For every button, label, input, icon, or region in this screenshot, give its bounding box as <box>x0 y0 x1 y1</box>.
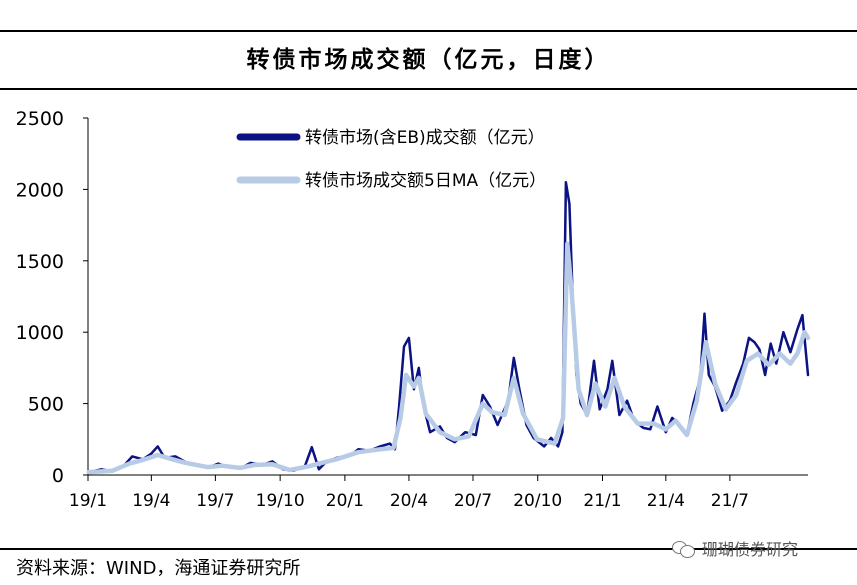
x-tick-label: 19/4 <box>132 491 170 511</box>
x-tick-label: 20/1 <box>326 491 364 511</box>
y-tick-label: 0 <box>52 465 64 487</box>
x-tick-label: 19/10 <box>256 491 305 511</box>
series-line-ma5 <box>86 241 811 475</box>
y-tick-label: 1500 <box>16 251 64 273</box>
chart-title: 转债市场成交额（亿元，日度） <box>246 47 611 73</box>
source-note: 资料来源：WIND，海通证券研究所 <box>16 558 301 579</box>
x-tick-label: 19/1 <box>69 491 107 511</box>
bottom-rule <box>0 548 857 550</box>
x-tick-label: 20/4 <box>390 491 428 511</box>
x-tick-label: 21/4 <box>647 491 685 511</box>
line-chart: 0 500 1000 1500 2000 2500 19/1 19/4 19/7 19/10 20/… <box>16 108 811 511</box>
x-tick-label: 21/1 <box>583 491 621 511</box>
x-tick-label: 20/10 <box>513 491 562 511</box>
top-rule <box>0 30 857 32</box>
x-tick-label: 20/7 <box>454 491 492 511</box>
legend-label: 转债市场成交额5日MA（亿元） <box>305 171 546 191</box>
y-tick-label: 500 <box>28 394 64 416</box>
legend-label: 转债市场(含EB)成交额（亿元） <box>305 128 545 148</box>
x-tick-label: 21/7 <box>711 491 749 511</box>
wechat-icon <box>672 538 696 558</box>
y-tick-label: 2500 <box>16 108 64 130</box>
watermark: 珊瑚债券研究 <box>672 536 798 560</box>
y-tick-label: 1000 <box>16 322 64 344</box>
title-rule <box>0 88 857 90</box>
series-line-turnover <box>87 181 810 474</box>
y-tick-label: 2000 <box>16 179 64 201</box>
chart-series <box>86 181 811 475</box>
chart-legend: 转债市场(含EB)成交额（亿元） 转债市场成交额5日MA（亿元） <box>236 128 546 191</box>
watermark-text: 珊瑚债券研究 <box>702 540 799 559</box>
chart-axes: 0 500 1000 1500 2000 2500 19/1 19/4 19/7 19/10 20/… <box>16 108 808 511</box>
x-tick-label: 19/7 <box>196 491 234 511</box>
